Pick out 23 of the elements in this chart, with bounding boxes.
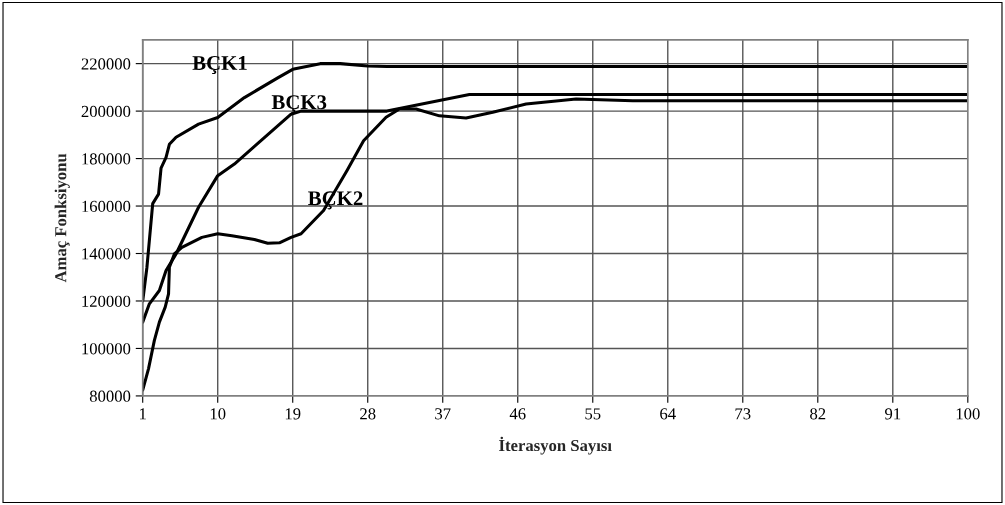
x-tick-label: 46 xyxy=(509,408,526,420)
x-tick-label: 91 xyxy=(885,408,901,420)
y-tick-label: 160000 xyxy=(82,200,131,212)
y-tick-label: 120000 xyxy=(82,295,131,307)
line-series xyxy=(142,97,968,392)
x-tick-label: 37 xyxy=(435,408,451,420)
y-tick-label: 100000 xyxy=(82,343,131,355)
x-tick-label: 28 xyxy=(360,408,376,420)
x-tick-label: 100 xyxy=(956,408,980,420)
x-tick-label: 55 xyxy=(585,408,601,420)
x-tick-label: 10 xyxy=(210,408,226,420)
y-tick-label: 180000 xyxy=(82,153,131,165)
y-tick-label: 220000 xyxy=(81,58,131,70)
x-tick-label: 1 xyxy=(140,408,146,420)
y-axis-title: Amaç Fonksiyonu xyxy=(54,153,70,283)
y-tick-label: 140000 xyxy=(82,248,131,260)
y-tick-label: 80000 xyxy=(89,390,131,402)
x-tick-label: 19 xyxy=(285,408,301,420)
x-tick-label: 64 xyxy=(660,408,676,420)
y-tick-label: 200000 xyxy=(81,105,131,118)
x-axis-title: İterasyon Sayısı xyxy=(499,436,612,455)
x-tick-label: 82 xyxy=(810,408,826,420)
x-tick-label: 73 xyxy=(735,408,751,420)
